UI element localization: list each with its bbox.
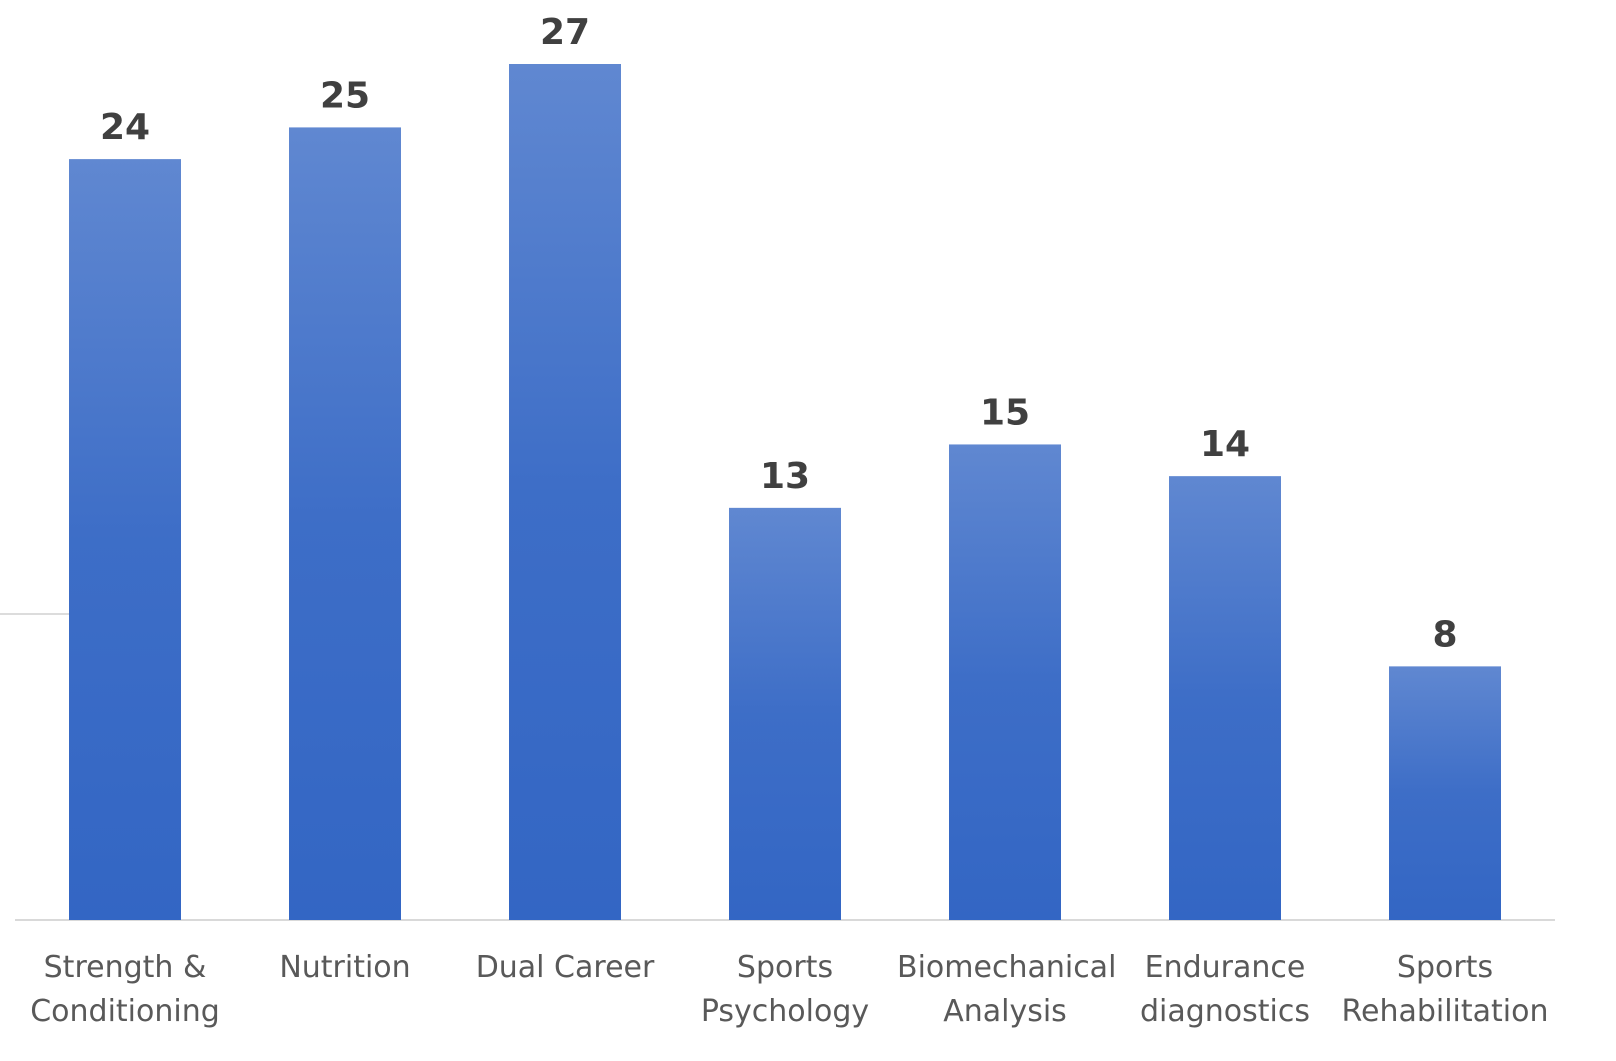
- x-tick-label: Sports Rehabilitation: [1341, 950, 1549, 1029]
- bar: [949, 444, 1061, 920]
- bar: [509, 64, 621, 920]
- x-tick-label: Strength & Conditioning: [30, 950, 220, 1029]
- value-label: 25: [320, 75, 370, 116]
- x-tick-label: Sports Psychology: [700, 950, 870, 1029]
- x-tick-label: Nutrition: [279, 950, 411, 985]
- x-tick-label: Dual Career: [475, 950, 655, 985]
- x-tick-label: Endurance diagnostics: [1139, 950, 1311, 1029]
- value-label: 14: [1200, 424, 1250, 465]
- value-label: 13: [760, 456, 810, 497]
- bar: [729, 507, 841, 920]
- value-label: 27: [540, 12, 590, 53]
- bar: [1169, 476, 1281, 920]
- bar: [1389, 666, 1501, 920]
- bar: [289, 127, 401, 920]
- value-label: 8: [1432, 614, 1457, 655]
- x-tick-label: Biomechanical Analysis: [897, 950, 1117, 1029]
- bar: [69, 159, 181, 921]
- value-label: 15: [980, 392, 1030, 433]
- value-label: 24: [100, 107, 150, 148]
